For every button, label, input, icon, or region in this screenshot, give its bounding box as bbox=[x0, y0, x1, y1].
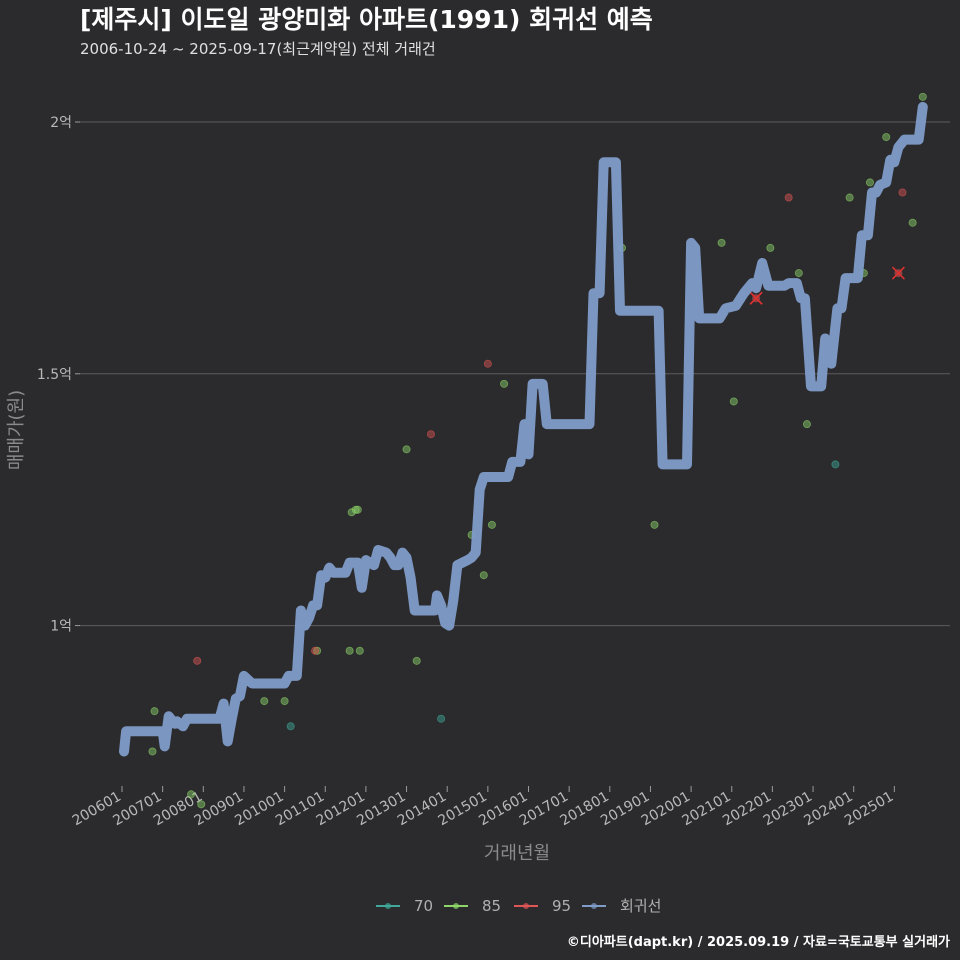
point-95 bbox=[193, 656, 202, 665]
point-85 bbox=[355, 646, 364, 655]
y-tick-label: 1.5억 bbox=[37, 367, 72, 383]
point-85 bbox=[845, 193, 854, 202]
scatter-points bbox=[148, 92, 927, 809]
legend-label: 95 bbox=[552, 897, 571, 915]
point-85 bbox=[500, 379, 509, 388]
point-95 bbox=[311, 646, 320, 655]
point-95 bbox=[426, 430, 435, 439]
point-85 bbox=[351, 505, 360, 514]
point-85 bbox=[908, 218, 917, 227]
point-85 bbox=[802, 420, 811, 429]
legend-swatch-dot bbox=[453, 903, 459, 909]
point-85 bbox=[260, 697, 269, 706]
point-85 bbox=[882, 133, 891, 142]
legend-swatch-dot bbox=[591, 903, 597, 909]
y-tick-label: 1억 bbox=[50, 619, 72, 635]
point-85 bbox=[313, 646, 322, 655]
point-85 bbox=[479, 571, 488, 580]
point-85 bbox=[717, 238, 726, 247]
legend-label: 회귀선 bbox=[620, 897, 661, 915]
y-axis-ticks: 1억 1.5억 2억 bbox=[37, 115, 80, 635]
y-tick-label: 2억 bbox=[50, 115, 72, 131]
source-caption: ©디아파트(dapt.kr) / 2025.09.19 / 자료=국토교통부 실… bbox=[567, 934, 950, 950]
y-axis-label: 매매가(원) bbox=[6, 390, 27, 470]
gridlines bbox=[80, 121, 950, 627]
point-95 bbox=[483, 359, 492, 368]
legend-label: 85 bbox=[482, 897, 501, 915]
point-85 bbox=[865, 178, 874, 187]
point-85 bbox=[402, 445, 411, 454]
x-axis-label: 거래년월 bbox=[484, 843, 550, 864]
point-85 bbox=[794, 269, 803, 278]
regression-line-layer bbox=[119, 101, 928, 757]
point-85 bbox=[918, 92, 927, 101]
regression-line bbox=[119, 101, 928, 757]
point-85 bbox=[345, 646, 354, 655]
point-85 bbox=[487, 520, 496, 529]
chart-subtitle: 2006-10-24 ~ 2025-09-17(최근계약일) 전체 거래건 bbox=[80, 40, 436, 58]
point-85 bbox=[197, 800, 206, 809]
point-85 bbox=[729, 397, 738, 406]
point-95 bbox=[784, 193, 793, 202]
legend: 70 85 95 회귀선 bbox=[376, 897, 661, 915]
legend-swatch-dot bbox=[523, 903, 529, 909]
point-85 bbox=[280, 697, 289, 706]
point-85 bbox=[353, 505, 362, 514]
point-85 bbox=[650, 520, 659, 529]
point-70 bbox=[286, 722, 295, 731]
point-70 bbox=[831, 460, 840, 469]
legend-label: 70 bbox=[414, 897, 433, 915]
chart-title: [제주시] 이도일 광양미화 아파트(1991) 회귀선 예측 bbox=[80, 5, 653, 34]
point-85 bbox=[150, 707, 159, 716]
point-85 bbox=[412, 656, 421, 665]
point-85 bbox=[766, 243, 775, 252]
point-85 bbox=[148, 747, 157, 756]
legend-swatch-dot bbox=[385, 903, 391, 909]
cancel-mark-icon bbox=[891, 266, 905, 280]
cancel-mark-icon bbox=[749, 291, 763, 305]
point-95 bbox=[898, 188, 907, 197]
point-85 bbox=[187, 790, 196, 799]
point-70 bbox=[437, 714, 446, 723]
